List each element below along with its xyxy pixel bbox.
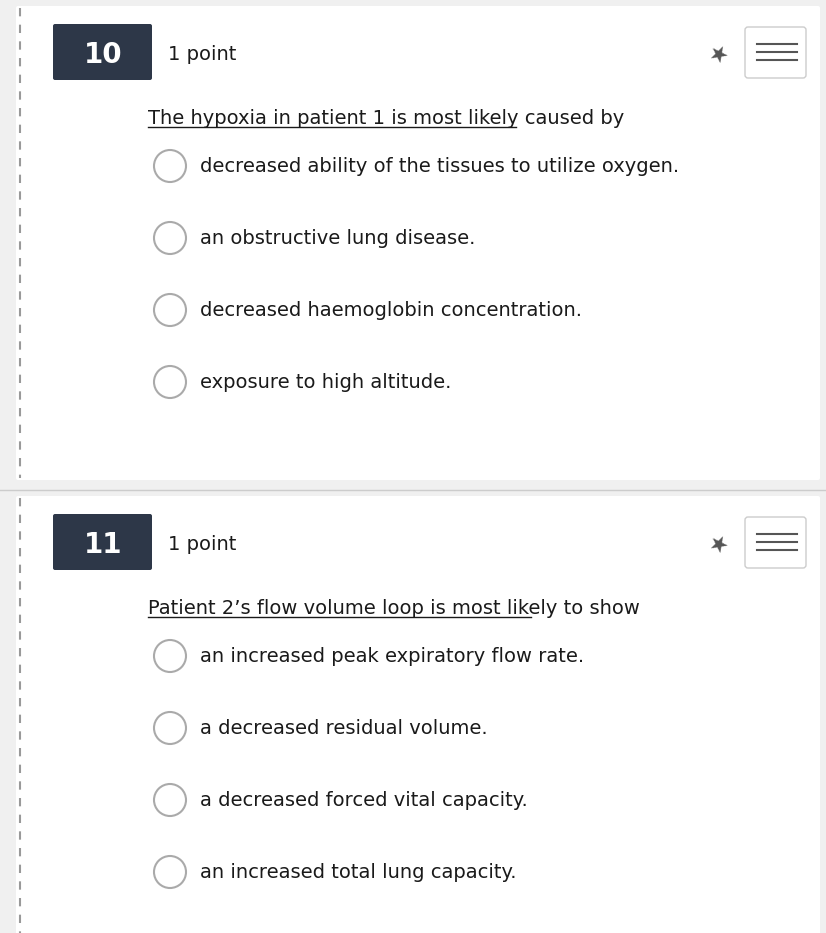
- FancyBboxPatch shape: [53, 514, 152, 570]
- Text: exposure to high altitude.: exposure to high altitude.: [200, 372, 451, 392]
- Text: 11: 11: [83, 531, 122, 559]
- Text: an increased peak expiratory flow rate.: an increased peak expiratory flow rate.: [200, 647, 584, 665]
- FancyBboxPatch shape: [745, 27, 806, 78]
- Text: ★: ★: [706, 531, 734, 559]
- Text: Patient 2’s flow volume loop is most likely to show: Patient 2’s flow volume loop is most lik…: [148, 598, 640, 618]
- Text: ★: ★: [706, 41, 734, 69]
- FancyBboxPatch shape: [53, 24, 152, 80]
- Text: decreased ability of the tissues to utilize oxygen.: decreased ability of the tissues to util…: [200, 157, 679, 175]
- Circle shape: [154, 712, 186, 744]
- Text: a decreased forced vital capacity.: a decreased forced vital capacity.: [200, 790, 528, 810]
- Circle shape: [154, 150, 186, 182]
- Circle shape: [154, 366, 186, 398]
- Text: a decreased residual volume.: a decreased residual volume.: [200, 718, 487, 737]
- Circle shape: [154, 856, 186, 888]
- Text: 1 point: 1 point: [168, 536, 236, 554]
- Text: The hypoxia in patient 1 is most likely caused by: The hypoxia in patient 1 is most likely …: [148, 108, 624, 128]
- Circle shape: [154, 784, 186, 816]
- Text: an obstructive lung disease.: an obstructive lung disease.: [200, 229, 476, 247]
- FancyBboxPatch shape: [16, 496, 820, 933]
- Circle shape: [154, 222, 186, 254]
- Circle shape: [154, 294, 186, 326]
- Text: decreased haemoglobin concentration.: decreased haemoglobin concentration.: [200, 300, 582, 319]
- Circle shape: [154, 640, 186, 672]
- FancyBboxPatch shape: [745, 517, 806, 568]
- Text: 10: 10: [83, 41, 122, 69]
- FancyBboxPatch shape: [16, 6, 820, 480]
- Text: an increased total lung capacity.: an increased total lung capacity.: [200, 862, 516, 882]
- Text: 1 point: 1 point: [168, 46, 236, 64]
